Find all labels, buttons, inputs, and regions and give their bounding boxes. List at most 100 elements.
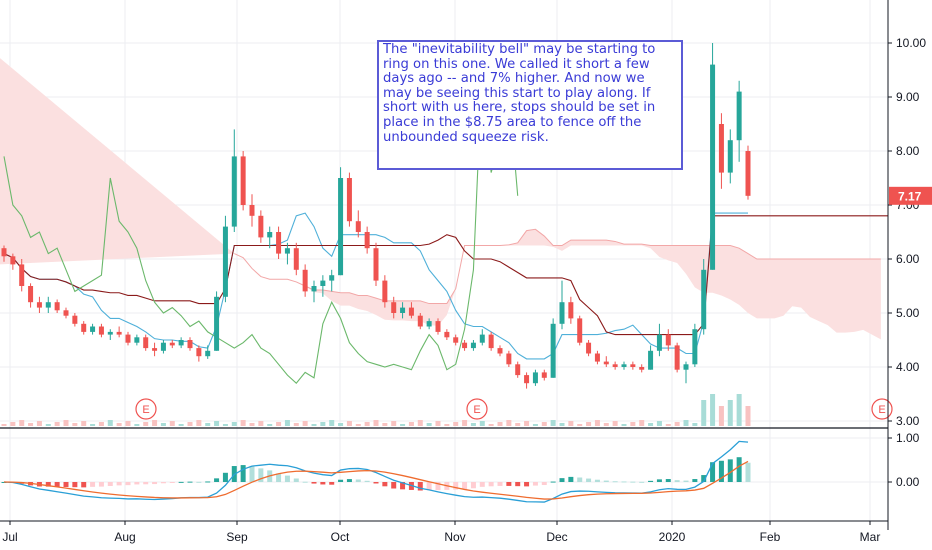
volume-bar: [479, 421, 485, 426]
candle: [152, 348, 158, 351]
candle: [28, 286, 34, 303]
candle: [656, 334, 662, 351]
price-tick-label: 10.00: [896, 36, 926, 50]
price-tick-label: 6.00: [896, 252, 920, 266]
volume-bar: [222, 424, 228, 426]
volume-bar: [45, 424, 51, 426]
candle: [178, 340, 184, 346]
candle: [435, 321, 441, 332]
earnings-marker-label: E: [878, 404, 885, 416]
volume-bar: [373, 420, 379, 426]
candle: [674, 345, 680, 370]
candle: [19, 264, 25, 286]
macd-histogram-bar: [488, 482, 494, 487]
macd-histogram-bar: [559, 478, 565, 482]
macd-histogram-bar: [346, 479, 352, 482]
macd-histogram-bar: [222, 472, 228, 482]
candle: [98, 326, 104, 335]
macd-axis[interactable]: 1.00 0.00: [888, 431, 920, 489]
candle: [541, 372, 547, 378]
candle: [586, 342, 592, 354]
candle: [594, 353, 600, 362]
volume-bar: [488, 424, 494, 426]
macd-histogram-bar: [258, 468, 264, 482]
macd-histogram-bar: [710, 462, 716, 482]
candle: [249, 205, 255, 216]
candle: [72, 315, 78, 324]
candle: [1, 248, 7, 257]
candle: [497, 348, 503, 354]
candle: [506, 353, 512, 365]
macd-histogram-bar: [311, 482, 317, 484]
macd-histogram-bar: [187, 481, 193, 483]
macd-histogram-bar: [338, 479, 344, 482]
volume-bar: [364, 422, 370, 426]
candle: [107, 331, 113, 335]
volume-bar: [116, 423, 122, 426]
volume-bar: [444, 424, 450, 426]
time-axis[interactable]: Jul Aug Sep Oct Nov Dec 2020 Feb Mar: [2, 521, 880, 544]
candle: [81, 323, 87, 332]
volume-bar: [736, 394, 742, 426]
candle: [302, 269, 308, 292]
candle: [524, 375, 530, 384]
macd-histogram-bar: [400, 482, 406, 490]
macd-tick-label: 1.00: [896, 431, 920, 445]
volume-bar: [497, 422, 503, 426]
macd-histogram-bar: [63, 482, 69, 487]
volume-bar: [586, 422, 592, 426]
candle: [577, 318, 583, 343]
candle: [45, 302, 51, 308]
volume-bar: [648, 423, 654, 426]
candle: [727, 140, 733, 173]
volume-bar: [639, 420, 645, 426]
macd-histogram-bar: [382, 482, 388, 487]
candle: [36, 302, 42, 308]
volume-bar: [559, 423, 565, 426]
candle: [532, 372, 538, 384]
macd-histogram-bar: [532, 482, 538, 486]
macd-pane: [1, 440, 751, 503]
macd-histogram-bar: [727, 459, 733, 482]
candle: [311, 286, 317, 292]
candle: [90, 326, 96, 332]
macd-histogram-bar: [205, 481, 211, 483]
time-tick-label: Sep: [226, 530, 248, 544]
volume-bar: [426, 423, 432, 426]
volume-bar: [594, 420, 600, 426]
macd-histogram-bar: [594, 479, 600, 482]
candle: [205, 350, 211, 357]
candle: [231, 156, 237, 227]
macd-tick-label: 0.00: [896, 475, 920, 489]
candle: [488, 334, 494, 349]
macd-histogram-bar: [240, 465, 246, 482]
volume-bar: [382, 423, 388, 426]
volume-bar: [462, 420, 468, 426]
volume-bar: [10, 422, 16, 426]
volume-bar: [603, 423, 609, 426]
last-price-label: 7.17: [889, 186, 932, 205]
candle: [267, 232, 273, 238]
volume-bar: [453, 422, 459, 426]
macd-histogram-bar: [45, 482, 51, 487]
volume-bar: [152, 420, 158, 426]
earnings-marker-label: E: [473, 404, 480, 416]
candle: [479, 334, 485, 343]
candle: [710, 64, 716, 270]
candle: [417, 315, 423, 327]
macd-histogram-bar: [276, 473, 282, 482]
volume-bar: [267, 424, 273, 426]
signal-line: [3, 460, 749, 500]
volume-bar: [196, 420, 202, 426]
macd-histogram-bar: [355, 479, 361, 482]
macd-histogram-bar: [568, 476, 574, 482]
candle: [683, 364, 689, 370]
volume-bar: [524, 421, 530, 426]
price-tick-label: 8.00: [896, 144, 920, 158]
macd-histogram-bar: [391, 482, 397, 489]
volume-bar: [276, 422, 282, 426]
macd-histogram-bar: [736, 457, 742, 482]
macd-histogram-bar: [665, 479, 671, 482]
